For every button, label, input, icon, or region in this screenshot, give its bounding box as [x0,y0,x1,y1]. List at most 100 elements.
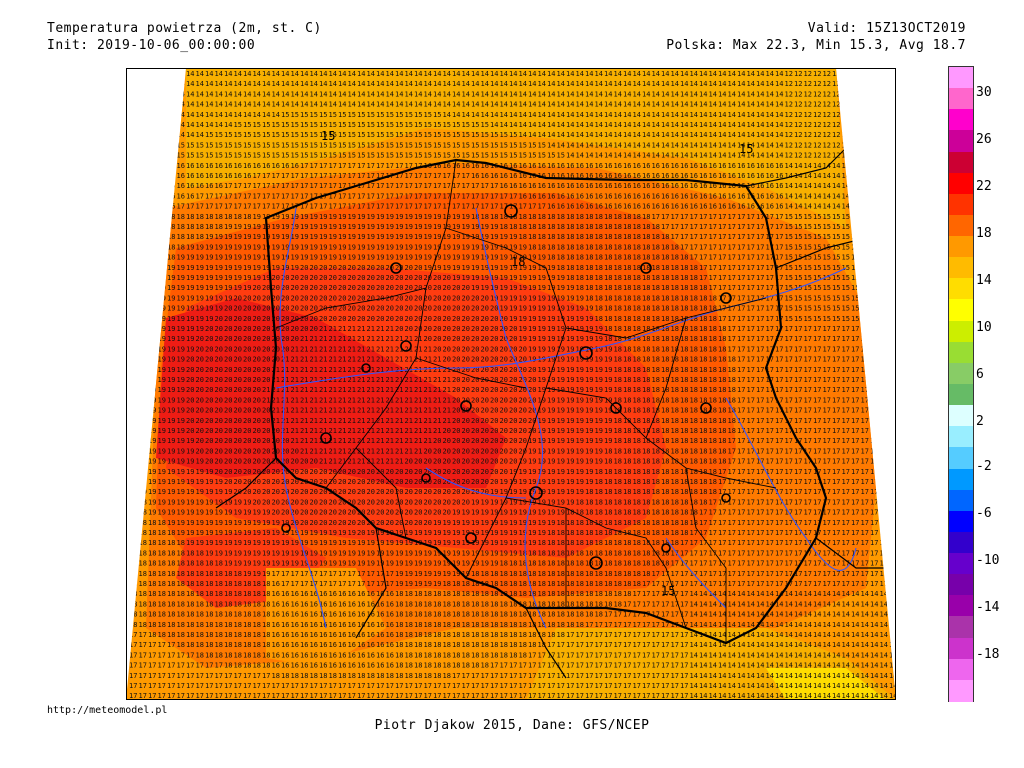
svg-text:19: 19 [158,458,166,466]
svg-text:18: 18 [158,264,166,272]
svg-text:19: 19 [547,417,555,425]
svg-text:17: 17 [756,294,764,302]
svg-text:17: 17 [889,478,896,486]
svg-text:14: 14 [699,101,707,109]
svg-text:16: 16 [690,162,698,170]
svg-text:18: 18 [490,600,498,608]
svg-text:18: 18 [690,447,698,455]
svg-text:16: 16 [319,651,327,659]
svg-text:21: 21 [386,366,394,374]
svg-text:15: 15 [880,315,888,323]
svg-text:19: 19 [528,294,536,302]
svg-text:18: 18 [547,549,555,557]
svg-text:19: 19 [595,407,603,415]
svg-text:18: 18 [196,590,204,598]
svg-text:20: 20 [462,284,470,292]
svg-text:19: 19 [433,560,441,568]
svg-text:17: 17 [490,192,498,200]
svg-text:17: 17 [547,682,555,690]
svg-text:17: 17 [766,294,774,302]
svg-text:19: 19 [414,560,422,568]
svg-text:20: 20 [357,274,365,282]
svg-text:19: 19 [196,458,204,466]
svg-text:14: 14 [889,172,896,180]
svg-text:17: 17 [832,509,840,517]
svg-text:21: 21 [357,345,365,353]
legend-swatch [949,510,973,533]
svg-text:20: 20 [224,335,232,343]
svg-text:21: 21 [367,366,375,374]
svg-text:20: 20 [262,417,270,425]
svg-text:18: 18 [576,570,584,578]
svg-text:14: 14 [509,101,517,109]
svg-text:18: 18 [652,417,660,425]
svg-text:21: 21 [338,407,346,415]
svg-text:20: 20 [262,315,270,323]
svg-text:20: 20 [272,498,280,506]
svg-text:20: 20 [443,274,451,282]
svg-text:18: 18 [604,529,612,537]
svg-text:18: 18 [509,641,517,649]
svg-text:15: 15 [291,152,299,160]
svg-text:17: 17 [804,458,812,466]
svg-text:17: 17 [775,509,783,517]
svg-text:14: 14 [709,672,717,680]
svg-text:19: 19 [500,233,508,241]
svg-text:18: 18 [633,213,641,221]
svg-text:17: 17 [680,539,688,547]
svg-text:20: 20 [319,294,327,302]
svg-text:14: 14 [652,80,660,88]
svg-text:17: 17 [680,570,688,578]
svg-text:20: 20 [462,447,470,455]
svg-text:12: 12 [832,90,840,98]
svg-text:15: 15 [386,141,394,149]
svg-text:20: 20 [367,488,375,496]
svg-text:17: 17 [794,560,802,568]
svg-text:14: 14 [889,611,896,619]
svg-text:14: 14 [262,101,270,109]
svg-text:16: 16 [585,203,593,211]
svg-text:14: 14 [604,70,612,78]
svg-text:18: 18 [614,590,622,598]
svg-text:14: 14 [737,80,745,88]
svg-text:19: 19 [272,529,280,537]
svg-text:20: 20 [215,386,223,394]
svg-text:17: 17 [462,182,470,190]
svg-text:19: 19 [310,529,318,537]
svg-text:19: 19 [509,294,517,302]
svg-text:14: 14 [766,641,774,649]
svg-text:21: 21 [329,437,337,445]
svg-text:18: 18 [642,264,650,272]
svg-text:14: 14 [281,80,289,88]
svg-text:17: 17 [728,233,736,241]
svg-text:18: 18 [614,519,622,527]
svg-text:18: 18 [547,600,555,608]
svg-text:19: 19 [443,213,451,221]
svg-text:17: 17 [823,468,831,476]
svg-text:12: 12 [889,111,896,119]
svg-text:17: 17 [253,192,261,200]
svg-text:17: 17 [433,682,441,690]
svg-text:17: 17 [804,345,812,353]
svg-text:21: 21 [329,376,337,384]
svg-text:19: 19 [424,243,432,251]
svg-text:16: 16 [386,611,394,619]
source-url[interactable]: http://meteomodel.pl [47,705,168,716]
svg-text:20: 20 [348,488,356,496]
svg-text:14: 14 [158,121,166,129]
svg-text:20: 20 [414,498,422,506]
svg-text:17: 17 [747,570,755,578]
svg-text:18: 18 [623,447,631,455]
svg-text:21: 21 [300,356,308,364]
svg-text:19: 19 [566,315,574,323]
svg-text:14: 14 [652,131,660,139]
svg-text:17: 17 [234,672,242,680]
svg-text:18: 18 [224,631,232,639]
svg-text:20: 20 [471,417,479,425]
svg-text:18: 18 [585,539,593,547]
svg-text:17: 17 [139,641,147,649]
svg-text:20: 20 [262,437,270,445]
svg-text:15: 15 [224,141,232,149]
svg-text:12: 12 [870,70,878,78]
svg-text:20: 20 [329,274,337,282]
